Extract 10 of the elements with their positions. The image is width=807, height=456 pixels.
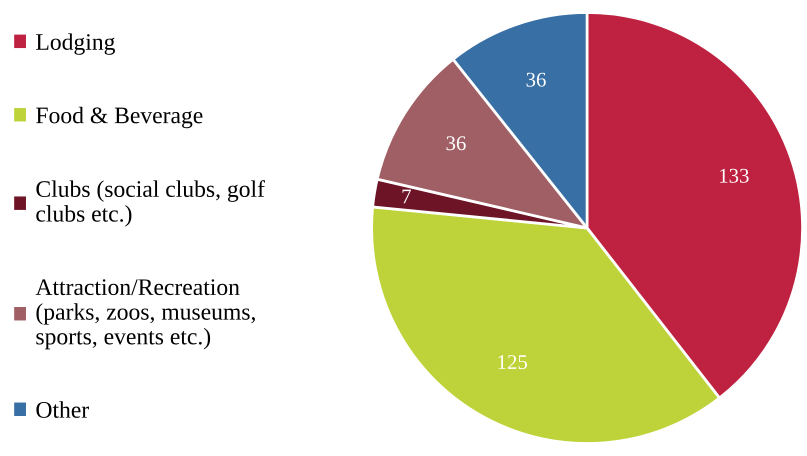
legend-label: Other (36, 401, 89, 418)
data-label: 133 (720, 168, 749, 183)
legend-label: Clubs (social clubs, golf clubs etc.) (36, 180, 265, 227)
data-label: 7 (402, 190, 411, 204)
legend-label: Lodging (36, 33, 115, 55)
data-label: 36 (526, 72, 546, 87)
legend-label: Attraction/Recreation (parks, zoos, museums, sports, events etc.) (36, 279, 255, 350)
data-label: 125 (498, 355, 528, 370)
legend-label: Food & Beverage (36, 106, 202, 128)
data-label: 36 (446, 136, 466, 150)
